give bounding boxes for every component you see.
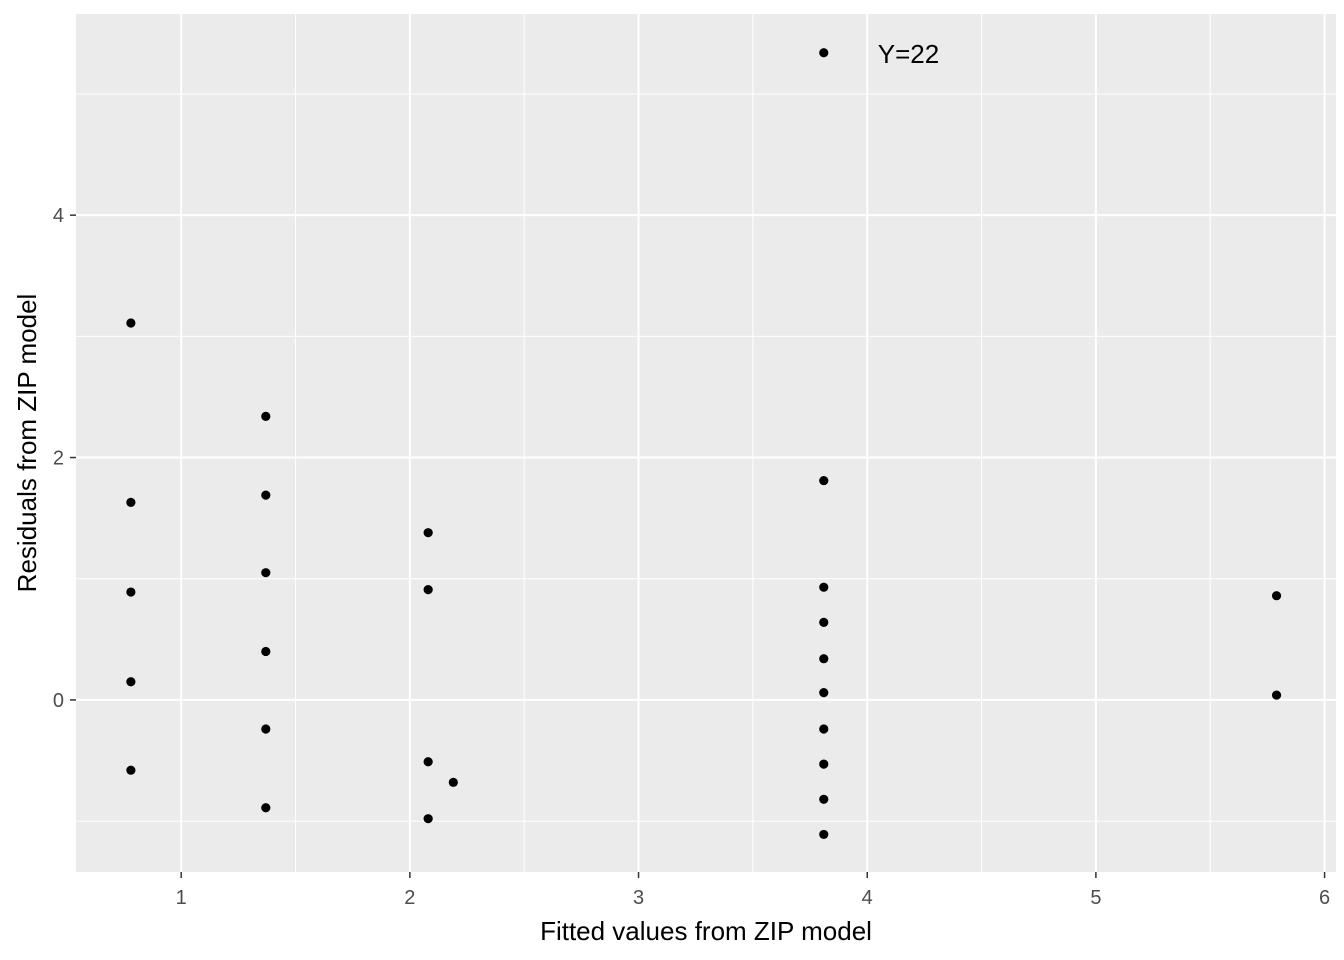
data-point <box>423 814 433 824</box>
data-point <box>126 318 136 328</box>
data-point <box>1271 690 1282 700</box>
y-tick-label: 2 <box>53 448 64 470</box>
data-point <box>261 568 271 578</box>
x-tick-label: 3 <box>633 887 644 909</box>
data-point <box>261 803 271 813</box>
data-point <box>819 654 829 664</box>
x-tick-label: 5 <box>1090 887 1101 909</box>
data-point <box>423 757 433 767</box>
data-point <box>261 646 271 657</box>
y-axis: 0 2 4 <box>53 205 76 712</box>
data-point <box>448 777 458 787</box>
x-tick-label: 2 <box>404 887 415 909</box>
data-point <box>819 48 829 58</box>
x-axis: 1 2 3 4 5 6 <box>176 872 1330 909</box>
data-point <box>819 582 829 592</box>
point-annotation: Y=22 <box>878 39 939 69</box>
grid-major <box>76 14 1336 872</box>
data-point <box>819 759 829 769</box>
y-tick-label: 4 <box>53 205 64 227</box>
data-point <box>819 688 829 698</box>
data-point <box>819 829 829 840</box>
x-tick-label: 4 <box>862 887 873 909</box>
data-point <box>819 475 829 486</box>
annotations: Y=22 <box>878 39 939 69</box>
data-point <box>423 528 433 538</box>
data-point <box>819 794 829 804</box>
y-axis-title: Residuals from ZIP model <box>12 294 42 593</box>
data-point <box>819 617 829 627</box>
x-tick-label: 6 <box>1319 887 1330 909</box>
x-tick-label: 1 <box>176 887 187 909</box>
plot-panel <box>76 14 1336 872</box>
data-point <box>819 724 829 734</box>
grid-minor <box>76 14 1336 872</box>
data-point <box>423 585 433 595</box>
data-point <box>261 411 271 421</box>
y-tick-label: 0 <box>53 690 64 712</box>
data-point <box>126 677 136 687</box>
data-point <box>1271 591 1282 601</box>
data-point <box>261 724 271 734</box>
x-axis-title: Fitted values from ZIP model <box>540 916 872 946</box>
data-point <box>126 765 136 775</box>
data-points <box>126 48 1282 840</box>
data-point <box>126 587 136 597</box>
data-point <box>126 497 136 507</box>
data-point <box>261 490 271 500</box>
